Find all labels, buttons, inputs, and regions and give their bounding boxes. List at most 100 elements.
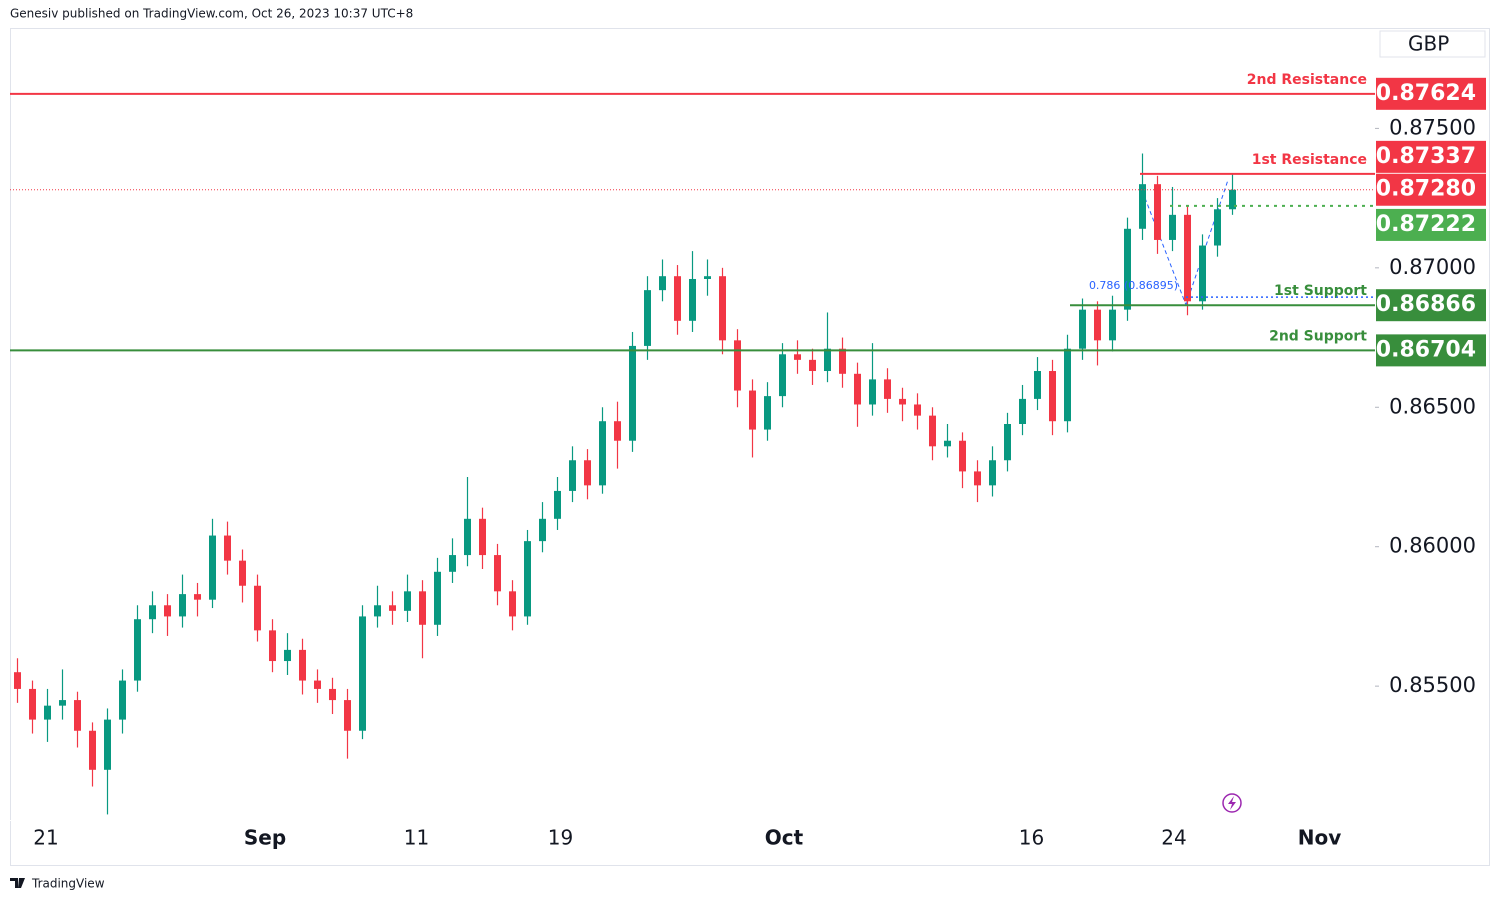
candle-body xyxy=(1064,348,1071,422)
level-price-label: 0.86704 xyxy=(1376,337,1476,362)
candle-body xyxy=(164,605,171,617)
level-price-box xyxy=(1376,334,1486,367)
candle-body xyxy=(179,594,186,617)
candle-body xyxy=(29,688,36,720)
candle-body xyxy=(149,605,156,620)
level-price-label: 0.87337 xyxy=(1376,144,1476,169)
candle-body xyxy=(419,591,426,625)
y-tick-label: 0.86000 xyxy=(1389,534,1476,558)
y-tick-label: 0.86500 xyxy=(1389,394,1476,418)
candle-body xyxy=(554,490,561,519)
level-price-label: 0.87280 xyxy=(1376,177,1476,202)
candle-body xyxy=(389,605,396,611)
candle-body xyxy=(734,340,741,391)
candle-body xyxy=(269,630,276,662)
candle-body xyxy=(449,555,456,572)
candle-body xyxy=(974,471,981,486)
x-tick-label: 24 xyxy=(1161,826,1186,850)
x-tick-label: 16 xyxy=(1019,826,1044,850)
candle-body xyxy=(839,348,846,374)
level-price-box xyxy=(1376,77,1486,110)
level-price-box xyxy=(1376,173,1486,206)
candle-body xyxy=(1169,214,1176,240)
candle-body xyxy=(314,680,321,689)
y-tick-label: 0.85500 xyxy=(1389,673,1476,697)
level-name: 1st Resistance xyxy=(1252,152,1367,168)
candle-body xyxy=(284,649,291,662)
candle-body xyxy=(344,700,351,731)
candle-body xyxy=(464,518,471,556)
publish-header: Genesiv published on TradingView.com, Oc… xyxy=(10,7,413,21)
level-name: 2nd Resistance xyxy=(1247,72,1367,88)
candle-body xyxy=(854,373,861,405)
candle-body xyxy=(104,719,111,770)
level-name: 1st Support xyxy=(1274,283,1367,299)
candle-body xyxy=(1004,424,1011,461)
x-tick-label: 19 xyxy=(548,826,573,850)
candle-body xyxy=(719,276,726,341)
candle-body xyxy=(539,518,546,542)
tv-logo xyxy=(10,878,25,888)
currency-box xyxy=(1379,30,1486,58)
candle-body xyxy=(659,276,666,291)
candle-body xyxy=(1034,371,1041,399)
candle-body xyxy=(674,276,681,321)
candle-body xyxy=(899,398,906,405)
level-price-box xyxy=(1376,289,1486,322)
candle-body xyxy=(989,460,996,486)
candle-body xyxy=(44,705,51,720)
candle-body xyxy=(824,348,831,372)
candle-body xyxy=(584,460,591,486)
candle-body xyxy=(629,345,636,441)
candle-body xyxy=(524,541,531,617)
candle-body xyxy=(869,379,876,405)
candle-body xyxy=(209,535,216,600)
candle-body xyxy=(929,415,936,447)
candle-body xyxy=(194,594,201,600)
candle-body xyxy=(509,591,516,617)
candle-body xyxy=(689,278,696,321)
candle-body xyxy=(809,359,816,372)
candle-body xyxy=(1229,189,1236,210)
candle-body xyxy=(14,672,21,689)
candle-body xyxy=(644,290,651,346)
candle-body xyxy=(1199,245,1206,302)
fib-drawing xyxy=(1139,179,1229,306)
candle-body xyxy=(374,605,381,617)
chart-frame xyxy=(10,28,1490,866)
candle-body xyxy=(494,555,501,592)
candle-body xyxy=(1184,214,1191,302)
candle-body xyxy=(1019,398,1026,424)
candle-body xyxy=(914,404,921,416)
x-tick-label: Sep xyxy=(244,826,286,850)
candle-body xyxy=(764,396,771,430)
candle-body xyxy=(1214,209,1221,246)
replay-icon xyxy=(1222,793,1242,813)
candle-body xyxy=(794,354,801,360)
fib-trend xyxy=(1139,184,1187,306)
x-tick-label: Nov xyxy=(1298,826,1342,850)
y-tick-label: 0.87500 xyxy=(1389,115,1476,139)
candle-body xyxy=(1139,184,1146,229)
fib-label: 0.786 (0.86895) xyxy=(1089,279,1178,292)
candle-body xyxy=(1079,309,1086,349)
level-name: 2nd Support xyxy=(1269,328,1367,344)
candle-body xyxy=(749,390,756,430)
candle-body xyxy=(959,440,966,472)
x-tick-label: Oct xyxy=(765,826,804,850)
level-price-box xyxy=(1376,208,1486,241)
candle-body xyxy=(254,585,261,631)
candle-body xyxy=(299,649,306,681)
y-tick-label: 0.87000 xyxy=(1389,255,1476,279)
currency-label: GBP xyxy=(1408,32,1449,56)
candle-body xyxy=(614,421,621,441)
candle-body xyxy=(89,730,96,770)
candle-body xyxy=(1094,309,1101,341)
candle-body xyxy=(119,680,126,720)
candle-body xyxy=(329,688,336,701)
x-tick-label: 21 xyxy=(33,826,58,850)
candle-body xyxy=(1109,309,1116,341)
candle-body xyxy=(59,700,66,706)
candle-body xyxy=(1124,228,1131,310)
x-tick-label: 11 xyxy=(404,826,429,850)
